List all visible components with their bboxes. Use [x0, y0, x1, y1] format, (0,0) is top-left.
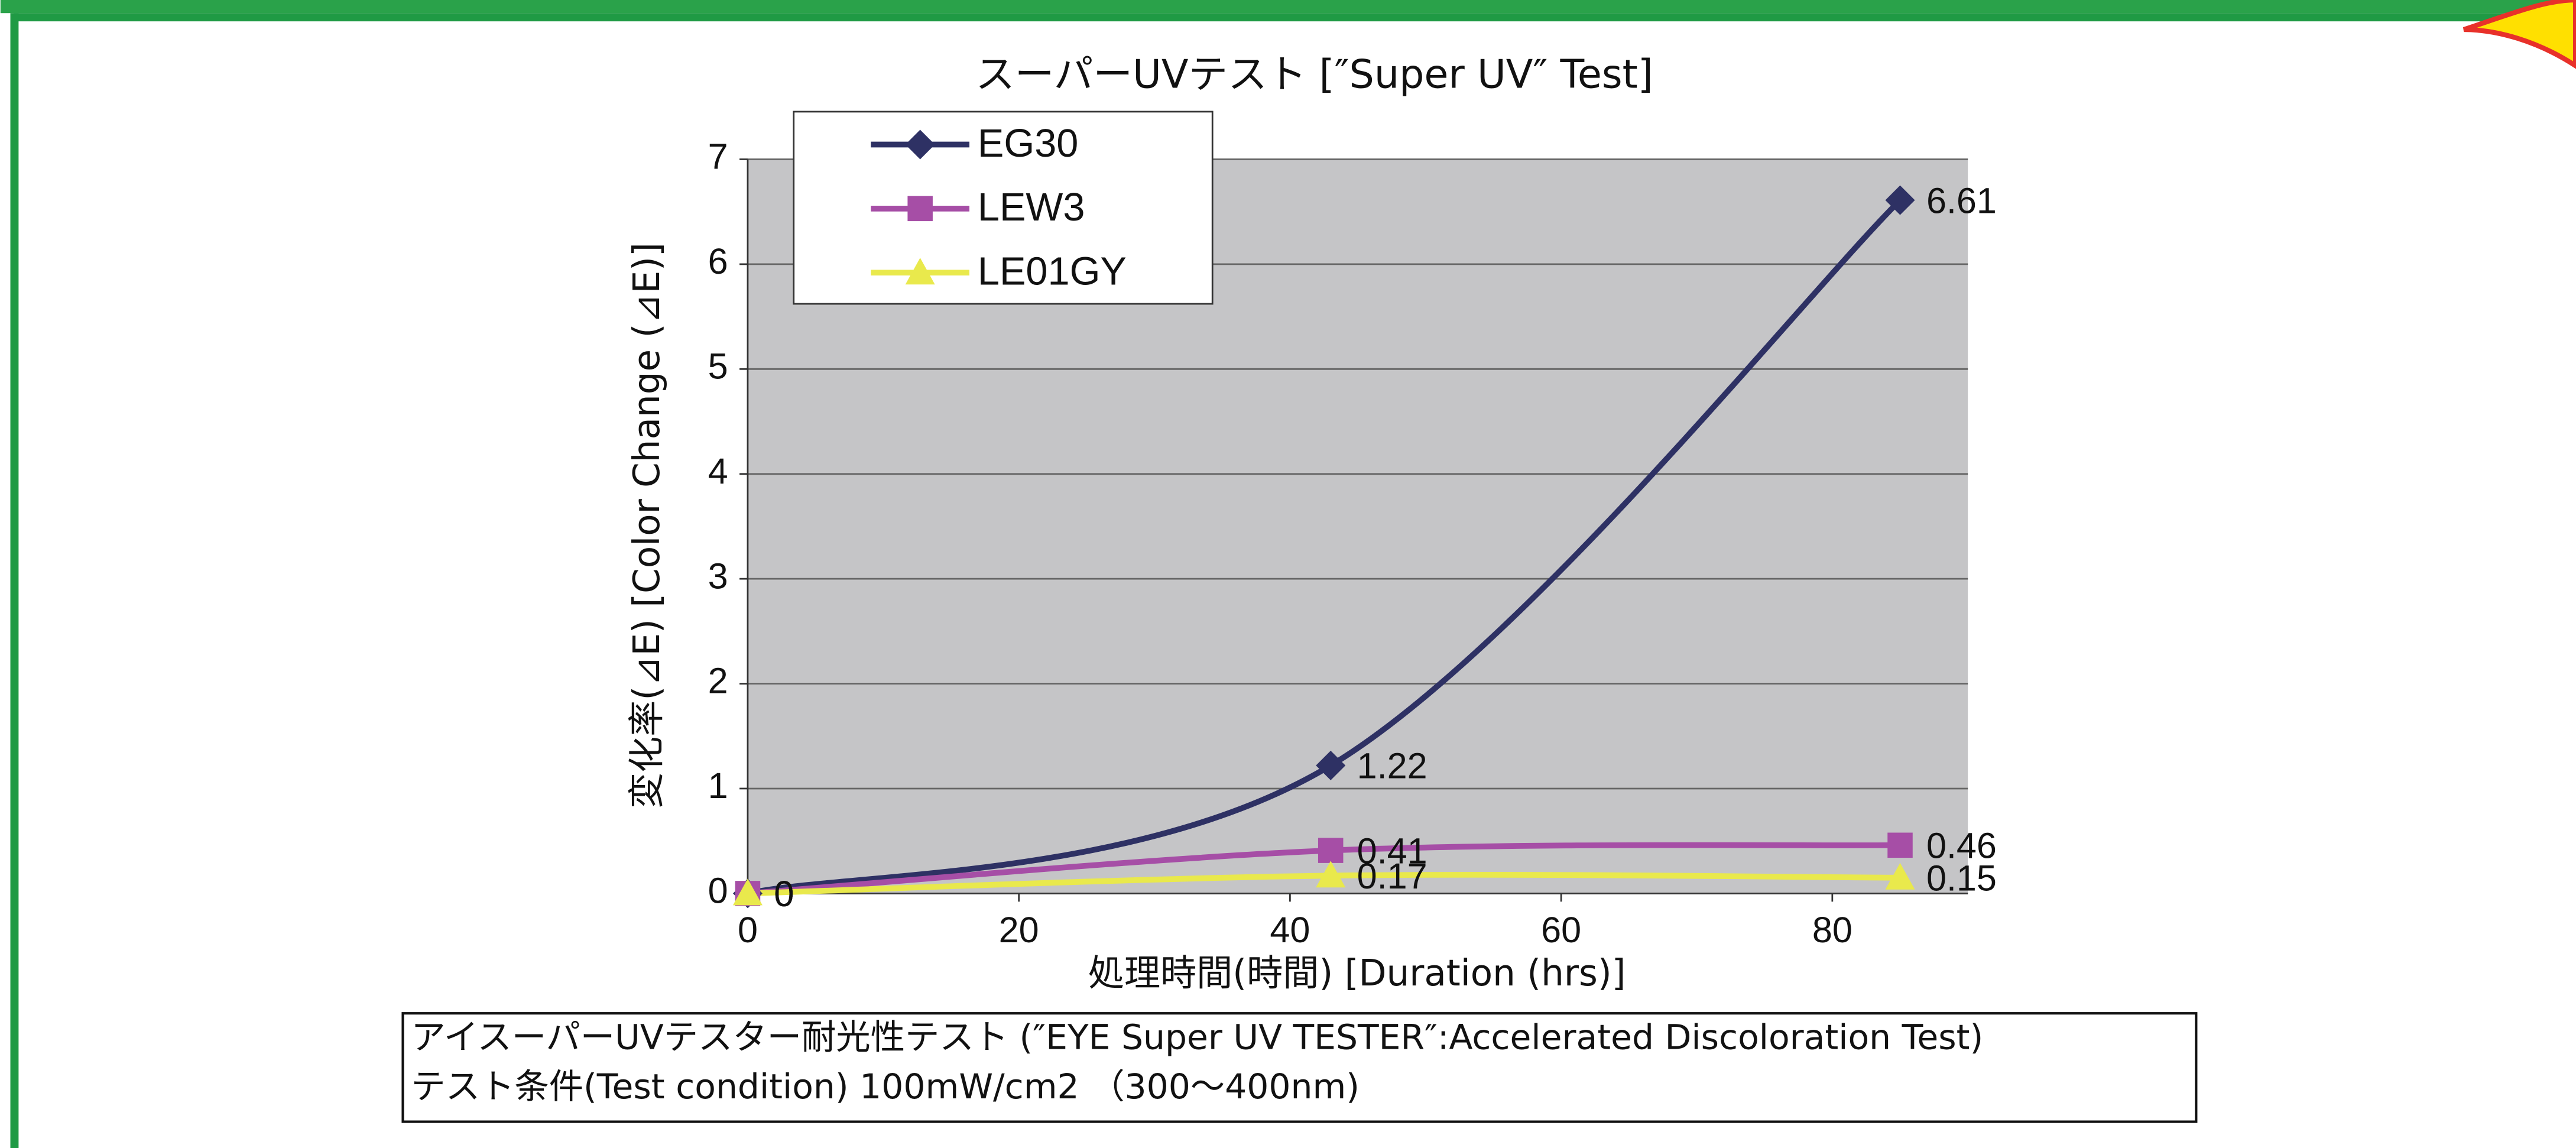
page: {"chart_data": {"type": "line", "title":…	[0, 0, 2576, 1148]
marker	[907, 196, 933, 222]
y-tick-label: 2	[708, 661, 728, 701]
data-label: 6.61	[1926, 180, 1997, 220]
y-axis-label: 変化率(⊿E) [Color Change (⊿E)]	[626, 242, 668, 809]
x-axis-label: 処理時間(時間) [Duration (hrs)]	[1088, 952, 1626, 994]
y-tick-label: 7	[708, 137, 728, 177]
y-tick-label: 4	[708, 451, 728, 491]
note-line: テスト条件(Test condition) 100mW/cm2 （300〜400…	[411, 1066, 1360, 1107]
data-label: 1.22	[1357, 746, 1427, 786]
y-tick-label: 0	[708, 871, 728, 911]
legend-label: LEW3	[978, 186, 1085, 229]
data-label: 0	[774, 874, 794, 914]
marker	[1887, 833, 1913, 858]
x-tick-label: 80	[1812, 910, 1852, 950]
x-tick-label: 0	[738, 910, 758, 950]
x-tick-label: 60	[1541, 910, 1581, 950]
y-tick-label: 3	[708, 556, 728, 596]
x-tick-label: 40	[1270, 910, 1310, 950]
legend-label: LE01GY	[978, 250, 1127, 294]
legend-label: EG30	[978, 122, 1078, 166]
frame-top	[14, 13, 2575, 21]
note-line: アイスーパーUVテスター耐光性テスト (″EYE Super UV TESTER…	[411, 1017, 1983, 1058]
top-band	[1, 0, 2575, 13]
y-tick-label: 5	[708, 346, 728, 386]
data-label: 0.15	[1926, 858, 1997, 898]
y-tick-label: 1	[708, 766, 728, 806]
chart: スーパーUVテスト [″Super UV″ Test] 処理時間(時間) [Du…	[0, 0, 2576, 1148]
x-tick-label: 20	[999, 910, 1039, 950]
frame-left	[11, 13, 19, 1148]
marker	[1318, 838, 1344, 863]
y-tick-label: 6	[708, 241, 728, 281]
chart-title: スーパーUVテスト [″Super UV″ Test]	[975, 51, 1653, 98]
data-label: 0.17	[1357, 856, 1427, 896]
